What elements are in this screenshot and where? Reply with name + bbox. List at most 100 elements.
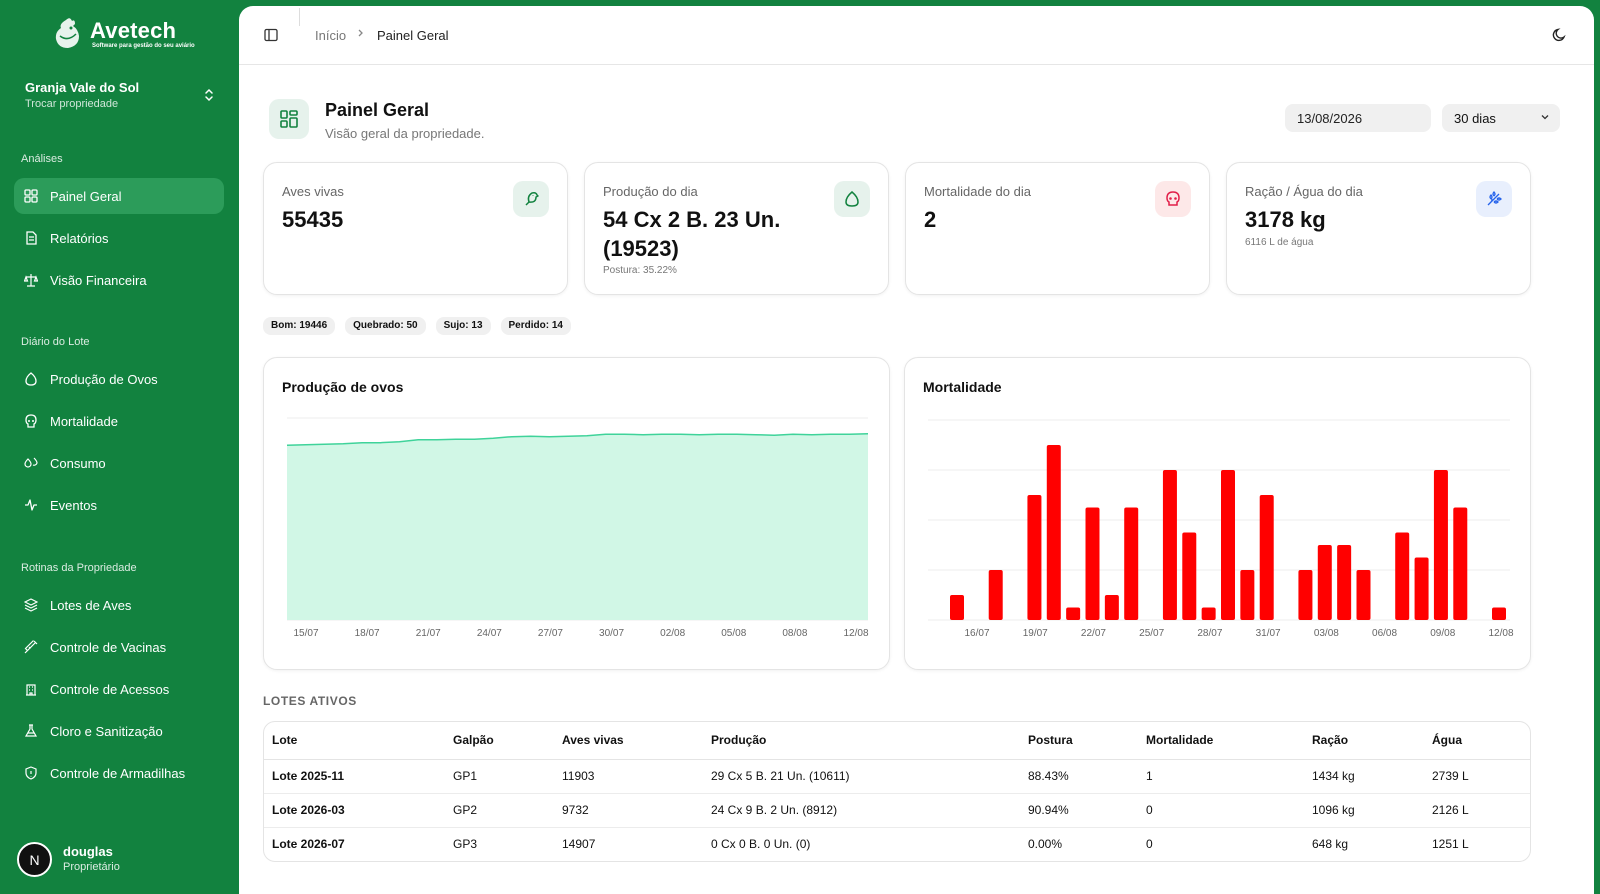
x-tick-label: 30/07 xyxy=(599,628,624,639)
nav-item-controle-vacinas[interactable]: Controle de Vacinas xyxy=(14,629,224,665)
nav-item-controle-acessos[interactable]: Controle de Acessos xyxy=(14,671,224,707)
building-icon xyxy=(24,682,38,696)
x-tick-label: 15/07 xyxy=(293,628,318,639)
main-content: Início Painel Geral Painel Geral Visão g… xyxy=(239,6,1594,894)
x-tick-label: 16/07 xyxy=(964,628,989,639)
cell-agua: 2126 L xyxy=(1432,793,1530,828)
brand-tagline: Software para gestão do seu aviário xyxy=(92,43,195,49)
kpi-label: Mortalidade do dia xyxy=(924,184,1031,199)
cell-agua: 2739 L xyxy=(1432,759,1530,794)
date-input[interactable] xyxy=(1285,104,1431,132)
column-header[interactable]: Produção xyxy=(711,722,1028,760)
column-header[interactable]: Galpão xyxy=(453,722,562,760)
lotes-table: Lote Galpão Aves vivas Produção Postura … xyxy=(263,721,1531,862)
nav-item-consumo[interactable]: Consumo xyxy=(14,445,224,481)
chart-title: Produção de ovos xyxy=(282,379,404,395)
nav-item-label: Mortalidade xyxy=(50,413,118,429)
kpi-label: Produção do dia xyxy=(603,184,698,199)
nav-item-label: Relatórios xyxy=(50,230,109,246)
bar xyxy=(1046,445,1061,620)
property-switch-label: Trocar propriedade xyxy=(25,98,119,110)
cell-lote: Lote 2025-11 xyxy=(264,759,453,794)
chicken-logo-icon xyxy=(55,18,79,48)
bar xyxy=(1085,507,1100,620)
column-header[interactable]: Postura xyxy=(1028,722,1146,760)
chip-quebrado: Quebrado: 50 xyxy=(345,317,426,335)
nav-item-visao-financeira[interactable]: Visão Financeira xyxy=(14,262,224,298)
x-tick-label: 12/08 xyxy=(1488,628,1513,639)
bar xyxy=(1317,545,1332,620)
bar xyxy=(1240,570,1255,620)
cell-mortalidade: 1 xyxy=(1146,759,1312,794)
bar xyxy=(1433,470,1448,620)
egg-quality-chips: Bom: 19446 Quebrado: 50 Sujo: 13 Perdido… xyxy=(263,317,571,335)
nav-item-label: Controle de Vacinas xyxy=(50,639,167,655)
bar xyxy=(1395,532,1410,620)
column-header[interactable]: Água xyxy=(1432,722,1530,760)
bar xyxy=(1298,570,1313,620)
nav-item-producao-ovos[interactable]: Produção de Ovos xyxy=(14,361,224,397)
chart-card-mortalidade: Mortalidade 16/07 19/07 22/07 25/07 28/07 31/… xyxy=(904,357,1531,670)
column-header[interactable]: Mortalidade xyxy=(1146,722,1312,760)
nav-item-cloro-sanitizacao[interactable]: Cloro e Sanitização xyxy=(14,713,224,749)
nav-item-label: Produção de Ovos xyxy=(50,371,158,387)
property-switcher[interactable]: Granja Vale do Sol Trocar propriedade xyxy=(25,80,220,114)
bar xyxy=(1453,507,1468,620)
cell-agua: 1251 L xyxy=(1432,837,1469,852)
user-role: Proprietário xyxy=(63,861,120,873)
cell-racao: 1096 kg xyxy=(1312,793,1432,828)
production-area-chart: 15/07 18/07 21/07 24/07 27/07 30/07 02/08 05/08… xyxy=(286,417,869,639)
bar xyxy=(1124,507,1139,620)
area-fill xyxy=(287,433,868,620)
chip-perdido: Perdido: 14 xyxy=(500,317,571,335)
table-row[interactable]: Lote 2025-11 GP1 11903 29 Cx 5 B. 21 Un.… xyxy=(264,759,1530,794)
brand-logo[interactable]: Avetech Software para gestão do seu aviá… xyxy=(52,16,202,56)
nav-item-lotes-aves[interactable]: Lotes de Aves xyxy=(14,587,224,623)
property-name: Granja Vale do Sol xyxy=(25,80,140,95)
column-header[interactable]: Ração xyxy=(1312,722,1432,760)
kpi-value: 2 xyxy=(924,207,937,232)
cell-galpao: GP3 xyxy=(453,837,478,852)
x-tick-label: 09/08 xyxy=(1430,628,1455,639)
nav-item-eventos[interactable]: Eventos xyxy=(14,487,224,523)
x-tick-label: 05/08 xyxy=(721,628,746,639)
user-name: douglas xyxy=(63,844,113,859)
breadcrumb-home[interactable]: Início xyxy=(315,28,347,43)
nav-item-controle-armadilhas[interactable]: Controle de Armadilhas xyxy=(14,755,224,791)
period-select[interactable]: 30 dias xyxy=(1442,104,1560,132)
nav-item-painel-geral[interactable]: Painel Geral xyxy=(14,178,224,214)
table-row[interactable]: Lote 2026-03 GP2 9732 24 Cx 9 B. 2 Un. (… xyxy=(264,793,1530,828)
scale-icon xyxy=(24,273,38,287)
cell-mortalidade: 0 xyxy=(1146,837,1153,852)
nav-item-relatorios[interactable]: Relatórios xyxy=(14,220,224,256)
x-tick-label: 02/08 xyxy=(660,628,685,639)
cell-aves: 14907 xyxy=(562,837,596,852)
section-title: LOTES ATIVOS xyxy=(263,694,357,708)
kpi-sub: Postura: 35.22% xyxy=(603,265,677,276)
flask-icon xyxy=(24,724,38,738)
nav-item-label: Controle de Armadilhas xyxy=(50,765,186,781)
x-tick-label: 12/08 xyxy=(843,628,868,639)
kpi-label: Aves vivas xyxy=(282,184,344,199)
breadcrumb-current: Painel Geral xyxy=(377,28,449,43)
nav-item-mortalidade[interactable]: Mortalidade xyxy=(14,403,224,439)
brand-name: Avetech xyxy=(90,18,177,43)
x-tick-label: 27/07 xyxy=(538,628,563,639)
cell-postura: 0.00% xyxy=(1028,837,1063,852)
sidebar-toggle-icon[interactable] xyxy=(264,28,278,42)
column-header[interactable]: Lote xyxy=(264,722,453,760)
cell-racao: 1434 kg xyxy=(1312,759,1432,794)
skull-icon xyxy=(24,414,38,428)
cell-aves: 9732 xyxy=(562,793,711,828)
chart-card-producao: Produção de ovos 15/07 18/07 21/07 24/07 27/… xyxy=(263,357,890,670)
column-header[interactable]: Aves vivas xyxy=(562,722,711,760)
nav-item-label: Painel Geral xyxy=(50,188,122,204)
nav-item-label: Lotes de Aves xyxy=(50,597,132,613)
bar xyxy=(1492,607,1506,620)
table-row[interactable]: Lote 2026-07 GP3 14907 0 Cx 0 B. 0 Un. (… xyxy=(264,827,1530,861)
nav-group-label: Rotinas da Propriedade xyxy=(21,562,137,574)
moon-icon[interactable] xyxy=(1552,27,1568,43)
chart-title: Mortalidade xyxy=(923,379,1002,395)
activity-icon xyxy=(24,498,38,512)
user-menu[interactable]: N douglas Proprietário xyxy=(17,842,217,878)
